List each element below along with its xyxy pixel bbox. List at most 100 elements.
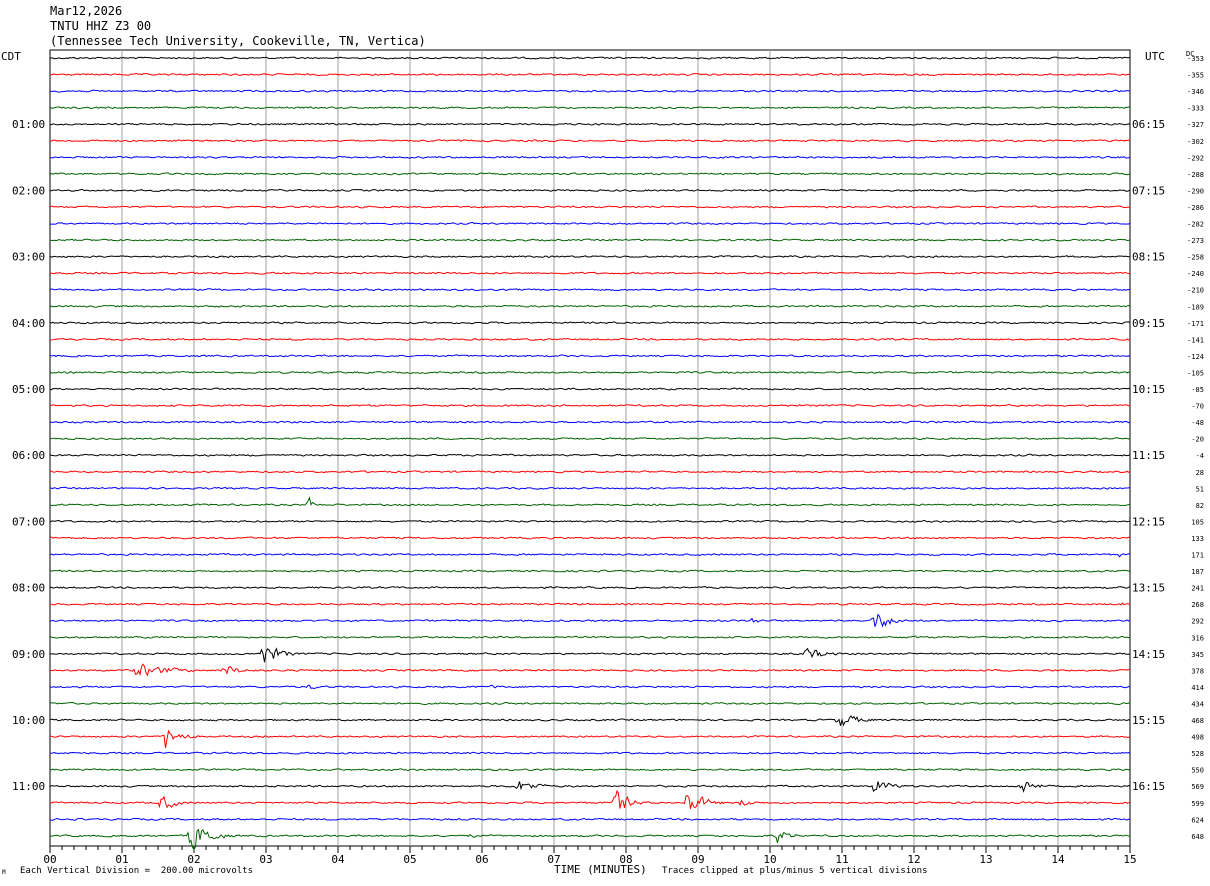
dc-offset-label: 51 — [1196, 485, 1204, 493]
left-hour-label: 06:00 — [12, 449, 45, 462]
dc-offset-label: -258 — [1187, 254, 1204, 262]
dc-offset-label: -48 — [1191, 419, 1204, 427]
trace-line — [49, 139, 1131, 143]
trace-line — [49, 789, 1131, 809]
dc-offset-label: 528 — [1191, 750, 1204, 758]
seismic-traces — [49, 56, 1131, 851]
trace-line — [49, 701, 1131, 705]
left-hour-label: 07:00 — [12, 515, 45, 528]
left-hour-label: 11:00 — [12, 780, 45, 793]
trace-line — [49, 647, 1131, 663]
dc-offset-label: 82 — [1196, 502, 1204, 510]
trace-line — [49, 828, 1131, 851]
x-tick-label: 05 — [403, 853, 416, 866]
trace-line — [49, 519, 1131, 523]
plot-date: Mar12,2026 — [50, 4, 123, 18]
dc-offset-label: 434 — [1191, 700, 1204, 708]
x-tick-label: 00 — [43, 853, 56, 866]
trace-line — [49, 496, 1131, 507]
trace-line — [49, 613, 1131, 628]
dc-offset-label: 268 — [1191, 601, 1204, 609]
trace-line — [49, 768, 1131, 772]
right-hour-label: 13:15 — [1132, 582, 1165, 595]
dc-offset-label: 550 — [1191, 767, 1204, 775]
trace-line — [49, 387, 1131, 391]
trace-line — [49, 370, 1131, 374]
dc-offset-label: 468 — [1191, 717, 1204, 725]
x-tick-label: 12 — [907, 853, 920, 866]
trace-line — [49, 536, 1131, 540]
trace-line — [49, 470, 1131, 474]
dc-offset-label: -355 — [1187, 72, 1204, 80]
dc-offset-label: 133 — [1191, 535, 1204, 543]
trace-line — [49, 222, 1131, 226]
left-hour-label: 09:00 — [12, 648, 45, 661]
minute-grid — [49, 49, 1131, 853]
left-timezone-label: CDT — [1, 50, 21, 63]
trace-line — [49, 122, 1131, 126]
x-tick-label: 03 — [259, 853, 272, 866]
trace-line — [49, 420, 1131, 424]
right-hour-label: 09:15 — [1132, 317, 1165, 330]
trace-line — [49, 172, 1131, 176]
trace-line — [49, 155, 1131, 159]
trace-line — [49, 106, 1131, 110]
right-hour-label: 07:15 — [1132, 184, 1165, 197]
right-hour-label: 16:15 — [1132, 780, 1165, 793]
dc-offset-label: 345 — [1191, 651, 1204, 659]
dc-offset-label: -20 — [1191, 436, 1204, 444]
trace-line — [49, 453, 1131, 457]
dc-offset-label: -124 — [1187, 353, 1204, 361]
dc-offset-label: 648 — [1191, 833, 1204, 841]
trace-line — [49, 663, 1131, 677]
trace-line — [49, 602, 1131, 606]
trace-line — [49, 486, 1131, 490]
trace-line — [49, 569, 1131, 573]
left-hour-label: 05:00 — [12, 383, 45, 396]
dc-offset-label: 171 — [1191, 552, 1204, 560]
trace-line — [49, 781, 1131, 793]
left-hour-label: 04:00 — [12, 317, 45, 330]
corner-mark: M — [2, 869, 6, 876]
plot-frame — [49, 49, 1131, 847]
dc-offset-label: 316 — [1191, 634, 1204, 642]
trace-line — [49, 404, 1131, 408]
dc-offset-label: 624 — [1191, 816, 1204, 824]
x-tick-label: 02 — [187, 853, 200, 866]
dc-offset-label: 498 — [1191, 734, 1204, 742]
dc-offset-header: DC — [1186, 50, 1194, 58]
trace-line — [49, 586, 1131, 590]
left-hour-label: 10:00 — [12, 714, 45, 727]
station-location: (Tennessee Tech University, Cookeville, … — [50, 34, 426, 48]
dc-offset-label: 105 — [1191, 518, 1204, 526]
trace-line — [49, 751, 1131, 755]
trace-line — [49, 354, 1131, 358]
dc-offset-label: 414 — [1191, 684, 1204, 692]
x-tick-label: 15 — [1123, 853, 1136, 866]
trace-line — [49, 304, 1131, 308]
dc-offset-label: -333 — [1187, 105, 1204, 113]
x-tick-label: 01 — [115, 853, 128, 866]
dc-offset-label: -302 — [1187, 138, 1204, 146]
right-timezone-label: UTC — [1145, 50, 1165, 63]
x-tick-label: 07 — [547, 853, 560, 866]
trace-line — [49, 553, 1131, 558]
right-hour-label: 14:15 — [1132, 648, 1165, 661]
right-hour-label: 06:15 — [1132, 118, 1165, 131]
trace-line — [49, 255, 1131, 259]
dc-offset-label: 28 — [1196, 469, 1204, 477]
dc-offset-label: -105 — [1187, 369, 1204, 377]
dc-offset-label: 599 — [1191, 800, 1204, 808]
dc-offset-label: -286 — [1187, 204, 1204, 212]
dc-offset-label: -353 — [1187, 55, 1204, 63]
dc-offset-label: -4 — [1196, 452, 1204, 460]
x-tick-label: 08 — [619, 853, 632, 866]
x-tick-label: 10 — [763, 853, 776, 866]
right-hour-label: 11:15 — [1132, 449, 1165, 462]
dc-offset-label: -288 — [1187, 171, 1204, 179]
x-tick-label: 13 — [979, 853, 992, 866]
dc-offset-label: -282 — [1187, 221, 1204, 229]
trace-line — [49, 729, 1131, 748]
x-tick-label: 06 — [475, 853, 488, 866]
